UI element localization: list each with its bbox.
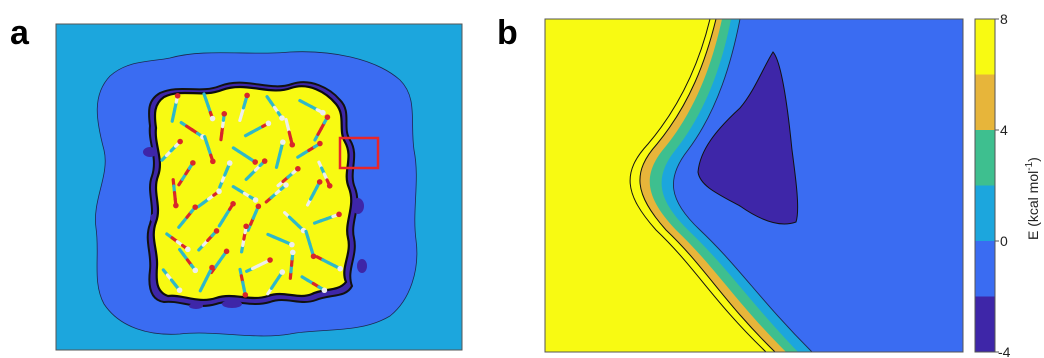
molecule-atom: [252, 159, 258, 165]
panel-a-frame: [55, 23, 463, 351]
molecule-atom: [192, 267, 199, 274]
molecule-atom: [316, 179, 323, 185]
molecule-atom: [174, 92, 181, 99]
molecule-atom: [209, 264, 215, 271]
molecule-atom: [192, 204, 199, 210]
colorbar-tick-label: 0: [1000, 233, 1008, 249]
molecule-atom: [185, 246, 191, 253]
molecule-atom: [317, 140, 323, 147]
colorbar-level-4: [975, 296, 995, 352]
molecule-atom: [223, 248, 230, 255]
molecule-atom: [265, 120, 272, 127]
colorbar-axis-label: E (kcal mol-1): [1024, 157, 1041, 240]
panel-b-yellow-region: [545, 19, 776, 352]
molecule-atom: [216, 188, 222, 195]
molecule-atom: [261, 158, 268, 164]
molecule-atom: [279, 115, 285, 121]
panel-a-patch: [357, 259, 367, 273]
panel-letter-b: b: [497, 14, 518, 52]
colorbar-level-0: [975, 74, 995, 130]
molecule-atom: [221, 111, 228, 117]
colorbar-level-top: [975, 19, 995, 75]
colorbar: 8 4 0 -4 E (kcal mol-1): [974, 11, 1041, 358]
panel-b-frame: [544, 18, 964, 353]
colorbar-label-superscript: -1: [1024, 161, 1035, 170]
molecule-atom: [177, 138, 183, 145]
colorbar-level-2: [975, 185, 995, 241]
panel-a-patch: [143, 147, 157, 157]
panel-a-patch: [222, 300, 242, 308]
molecule-layer: [160, 92, 343, 298]
molecule-atom: [190, 160, 196, 166]
panel-b-contour-line: [629, 19, 767, 352]
molecule-atom: [230, 201, 236, 207]
molecule-atom: [336, 211, 342, 218]
colorbar-level-1: [975, 130, 995, 186]
molecule-atom: [252, 197, 259, 203]
molecule-atom: [209, 115, 216, 122]
panel-b-contour-line: [672, 19, 813, 352]
panel-b-contour-map: [545, 19, 963, 352]
panel-b-purple-minimum: [697, 51, 799, 225]
colorbar-tick-label: -4: [998, 344, 1011, 358]
molecule-atom: [255, 203, 262, 210]
molecule-atom: [244, 92, 250, 99]
colorbar-tick-label: 4: [1000, 122, 1008, 138]
colorbar-frame: [974, 18, 996, 353]
molecule-atom: [210, 158, 216, 165]
molecule-atom: [289, 241, 295, 248]
molecule-atom: [242, 292, 249, 298]
molecule-atom: [310, 253, 317, 260]
colorbar-level-3: [975, 241, 995, 297]
panel-a-contour-map: [56, 24, 462, 350]
molecule-atom: [289, 249, 296, 256]
panel-a-patch: [352, 198, 364, 214]
molecule-atom: [226, 160, 233, 166]
panel-letter-a: a: [10, 14, 30, 52]
molecule-atom: [326, 183, 333, 189]
colorbar-label-close: ): [1025, 157, 1041, 162]
molecule-atom: [279, 269, 286, 275]
molecule-atom: [295, 165, 301, 172]
molecule-atom: [320, 109, 326, 116]
panel-a-patch: [189, 303, 203, 309]
colorbar-tick-label: 8: [1000, 11, 1008, 27]
colorbar-label-main: E (kcal mol: [1025, 171, 1041, 240]
molecule-atom: [324, 114, 331, 120]
molecule-atom: [337, 265, 343, 272]
molecule-atom: [176, 287, 183, 294]
molecule-atom: [173, 202, 179, 209]
molecule-atom: [321, 287, 328, 294]
molecule-atom: [283, 182, 289, 188]
molecule-atom: [289, 141, 296, 148]
molecule-atom: [243, 223, 249, 230]
panel-a-highlight-box: [338, 136, 380, 170]
molecule-atom: [267, 257, 273, 263]
molecule-atom: [213, 228, 220, 234]
molecule-atom: [280, 139, 286, 145]
